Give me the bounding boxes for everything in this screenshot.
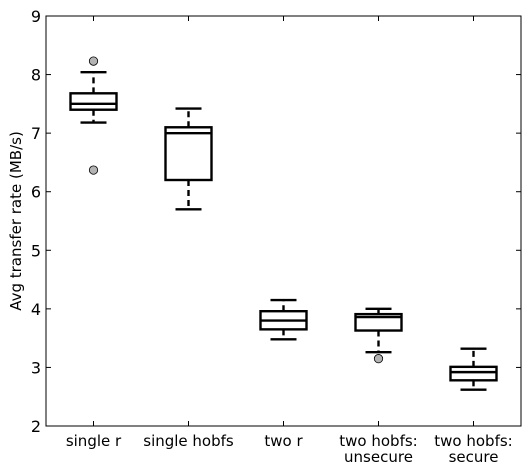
y-axis: 2 3 4 5 6 7 8 9 bbox=[31, 7, 521, 436]
x-tick-label: single r bbox=[66, 432, 122, 450]
y-tick-label: 7 bbox=[31, 124, 41, 143]
box bbox=[449, 365, 498, 382]
box bbox=[354, 312, 403, 332]
x-tick-label: two r bbox=[264, 432, 303, 450]
x-tick-label: two hobfs: bbox=[339, 432, 417, 450]
outlier-point bbox=[88, 165, 99, 175]
x-axis: single r single hobfs two r two hobfs:unsec… bbox=[66, 16, 513, 466]
y-tick-label: 4 bbox=[31, 300, 41, 319]
y-tick-label: 9 bbox=[31, 7, 41, 26]
y-tick-label: 3 bbox=[31, 358, 41, 377]
x-tick-label: two hobfs: bbox=[434, 432, 512, 450]
x-tick-label: secure bbox=[449, 448, 499, 466]
plot-area-frame bbox=[45, 15, 522, 427]
y-tick-label: 5 bbox=[31, 241, 41, 260]
box bbox=[69, 92, 118, 111]
x-tick-label: unsecure bbox=[344, 448, 413, 466]
boxes-layer bbox=[69, 56, 498, 391]
y-tick-label: 8 bbox=[31, 66, 41, 85]
x-tick-label: single hobfs bbox=[143, 432, 234, 450]
y-tick-label: 2 bbox=[31, 417, 41, 436]
outlier-point bbox=[88, 56, 99, 66]
y-tick-label: 6 bbox=[31, 183, 41, 202]
y-axis-label: Avg transfer rate (MB/s) bbox=[7, 131, 25, 311]
outlier-point bbox=[373, 354, 384, 364]
box bbox=[164, 126, 213, 182]
